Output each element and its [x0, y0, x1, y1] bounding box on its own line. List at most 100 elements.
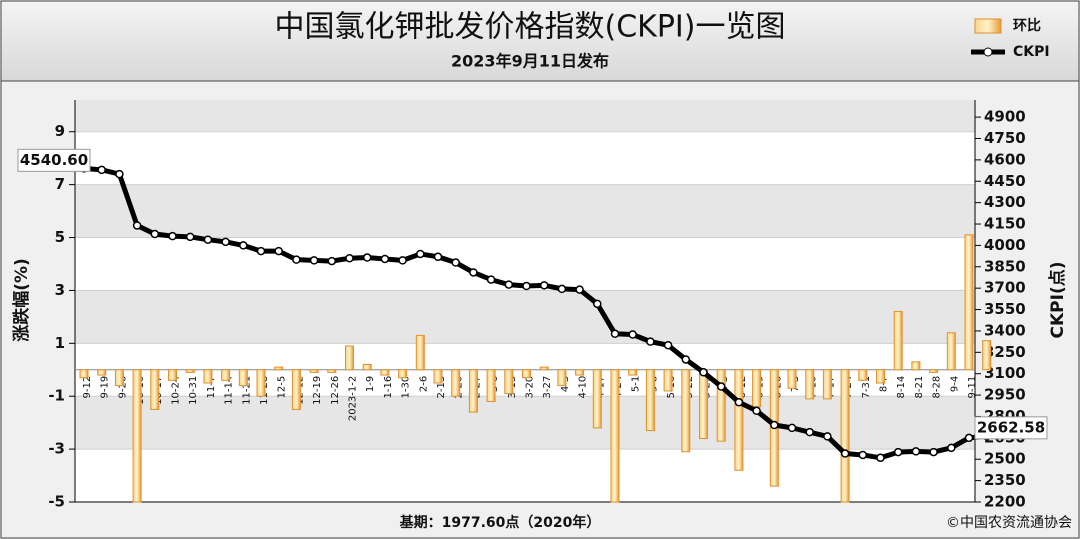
point — [964, 433, 974, 443]
x-tick-label: 7-31 — [861, 376, 872, 399]
x-tick-label: 11-7 — [206, 376, 217, 399]
x-tick-label: 9-26 — [117, 376, 128, 399]
point — [681, 355, 691, 364]
y-tick-label: -5 — [48, 493, 65, 511]
point — [787, 423, 797, 433]
bar — [97, 369, 107, 376]
x-tick-label: 8-21 — [914, 376, 925, 399]
point — [699, 368, 708, 377]
x-tick-label: 9-19 — [100, 376, 111, 399]
value-label-box — [974, 416, 1048, 440]
y-tick-label: -3 — [48, 440, 65, 458]
point — [716, 382, 726, 391]
bar — [238, 369, 248, 387]
bar — [185, 369, 195, 373]
chart-subtitle: 2023年9月11日发布 — [451, 52, 609, 71]
bar — [893, 311, 903, 371]
point — [398, 256, 407, 265]
x-tick-label: 12-26 — [330, 376, 341, 405]
bar — [858, 369, 868, 381]
bar — [221, 369, 231, 381]
x-tick-label: 12-5 — [277, 376, 288, 399]
bar — [150, 369, 160, 410]
grid-band — [75, 290, 975, 344]
x-tick-label: 8-14 — [896, 376, 907, 399]
bar — [805, 369, 815, 400]
bar — [468, 369, 478, 413]
bar — [592, 369, 602, 429]
y2-tick-label: 3850 — [984, 257, 1026, 275]
bar — [132, 369, 142, 503]
bar — [274, 366, 284, 371]
point — [593, 299, 602, 309]
bar — [911, 361, 921, 371]
y2-tick-label: 4450 — [984, 172, 1026, 190]
y2-tick-label: 4600 — [984, 150, 1026, 168]
y2-tick-label: 4300 — [984, 193, 1026, 211]
bar — [840, 369, 850, 503]
x-tick-label: 9-12 — [82, 376, 93, 399]
x-tick-label: 2023-1-2 — [348, 376, 359, 421]
point — [610, 329, 620, 339]
x-tick-label: 2-6 — [418, 376, 429, 392]
bar — [486, 369, 496, 402]
x-tick-label: 4-10 — [578, 376, 589, 399]
point — [504, 280, 514, 289]
point — [752, 406, 761, 416]
base-note: 基期：1977.60点（2020年） — [400, 514, 601, 531]
point — [221, 237, 230, 247]
grid-band — [75, 184, 975, 238]
bar — [645, 369, 655, 432]
point — [416, 249, 425, 259]
point — [97, 165, 106, 175]
point — [292, 255, 301, 264]
bar — [398, 369, 408, 379]
point — [858, 450, 868, 460]
point — [274, 246, 283, 256]
y-axis-label: 涨跌幅(%) — [11, 258, 32, 342]
point — [150, 229, 160, 239]
bar — [451, 369, 461, 397]
bar — [752, 369, 762, 408]
y2-tick-label: 4150 — [984, 215, 1026, 233]
point — [911, 447, 921, 456]
bar — [79, 369, 89, 379]
bar — [203, 369, 213, 384]
bar — [362, 363, 372, 371]
source: ©中国农资流通协会 — [946, 515, 1072, 531]
x-tick-label: 5-1 — [631, 376, 642, 392]
line — [83, 165, 987, 461]
bar — [522, 369, 531, 379]
legend-label: CKPI — [1013, 44, 1050, 60]
y-tick-label: 7 — [55, 175, 65, 193]
chart-title: 中国氯化钾批发价格指数(CKPI)一览图 — [275, 10, 786, 45]
y2-tick-label: 4000 — [984, 236, 1026, 254]
point — [185, 232, 195, 242]
x-tick-label: 1-30 — [401, 376, 412, 399]
grid-band — [75, 396, 975, 450]
bar — [716, 369, 726, 442]
bar — [628, 369, 638, 376]
point — [947, 443, 956, 453]
point — [309, 256, 319, 265]
x-tick-label: 11-21 — [241, 376, 252, 405]
bar — [946, 332, 956, 371]
point — [115, 169, 124, 179]
bar — [876, 369, 885, 384]
x-tick-label: 8-28 — [932, 376, 943, 399]
legend-swatch — [974, 18, 1002, 34]
point — [362, 253, 372, 262]
value-label: 2662.58 — [977, 418, 1045, 436]
bar — [787, 369, 797, 389]
bar — [557, 369, 567, 387]
point — [663, 340, 673, 350]
point — [646, 337, 655, 346]
y2-tick-label: 3100 — [984, 364, 1026, 382]
bar — [504, 369, 514, 395]
y2-tick-label: 2350 — [984, 471, 1026, 489]
y-tick-label: 1 — [55, 334, 65, 352]
point — [327, 256, 337, 266]
y2-tick-label: 3250 — [984, 343, 1026, 361]
bar — [168, 369, 177, 381]
